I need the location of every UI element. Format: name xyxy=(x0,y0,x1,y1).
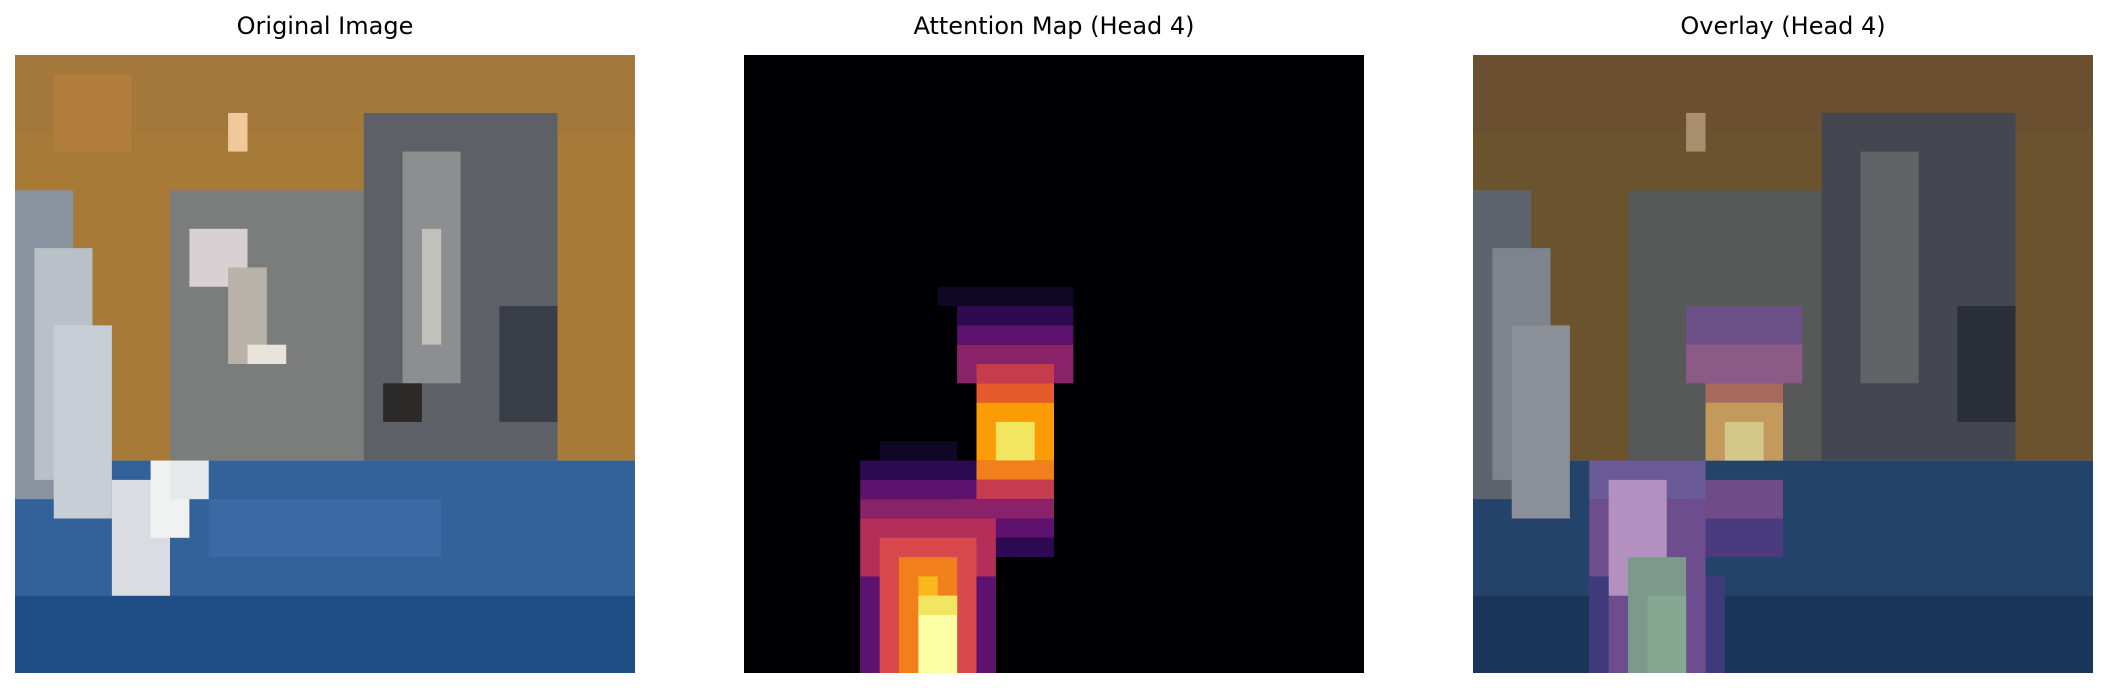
panel-attention-map: Attention Map (Head 4) xyxy=(744,0,1364,688)
original-image xyxy=(15,55,635,673)
panel-original-image: Original Image xyxy=(15,0,635,688)
panel-title-overlay: Overlay (Head 4) xyxy=(1680,12,1886,40)
overlay-image xyxy=(1473,55,2093,673)
panel-title-original: Original Image xyxy=(236,12,414,40)
panel-overlay: Overlay (Head 4) xyxy=(1473,0,2093,688)
attention-heatmap xyxy=(744,55,1364,673)
panel-title-attention: Attention Map (Head 4) xyxy=(913,12,1195,40)
